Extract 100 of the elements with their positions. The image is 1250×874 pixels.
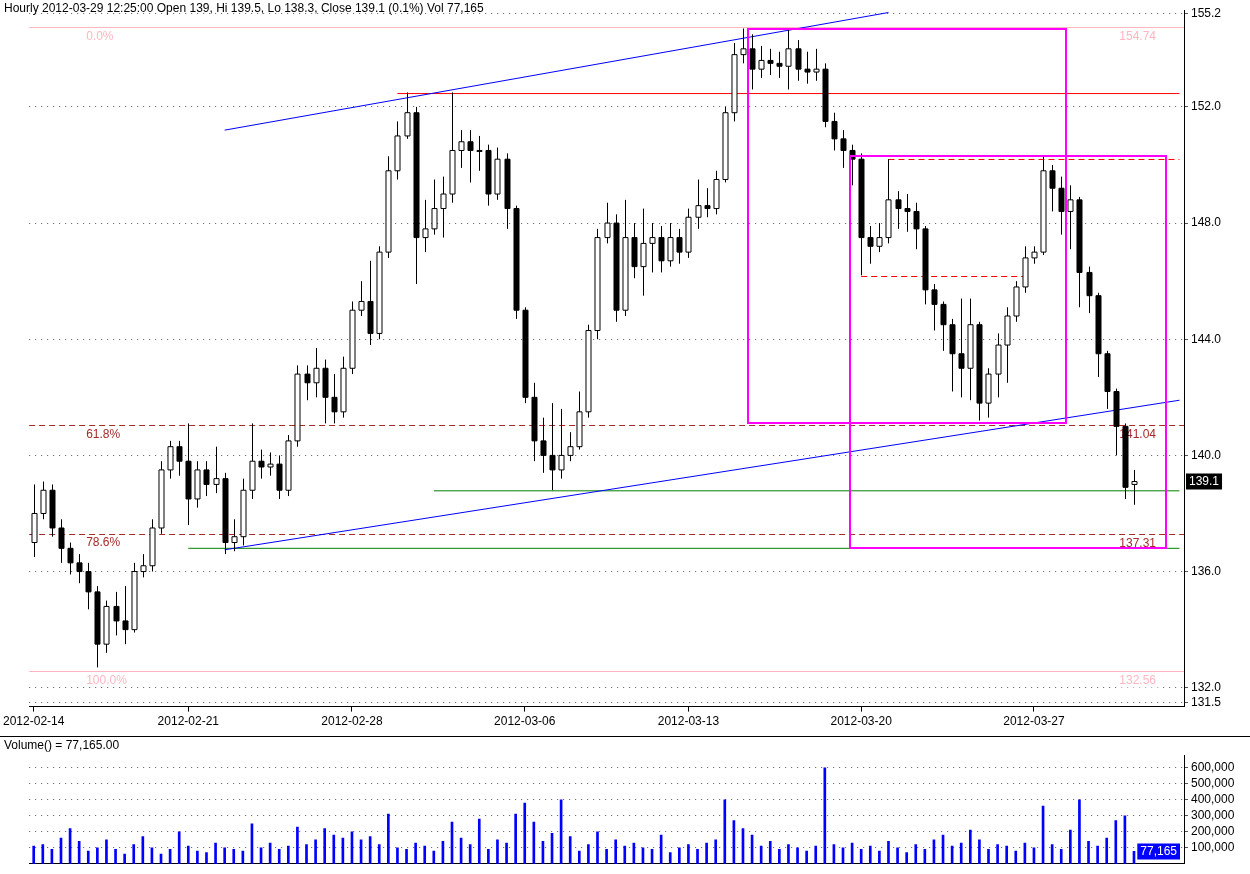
bar bbox=[323, 828, 327, 864]
annotation: 139.1 bbox=[1189, 473, 1220, 488]
ref-line-label: 154.74 bbox=[1119, 28, 1157, 43]
y-tick-label: 200,000 bbox=[1191, 824, 1235, 839]
bar bbox=[577, 850, 581, 864]
bar bbox=[123, 853, 126, 864]
bar bbox=[996, 844, 999, 864]
bar bbox=[423, 845, 427, 864]
bar bbox=[614, 839, 617, 864]
y-tick-label: 136.0 bbox=[1191, 563, 1222, 578]
bar bbox=[232, 849, 236, 864]
y-tick-label: 600,000 bbox=[1191, 760, 1235, 775]
bar bbox=[1087, 841, 1090, 864]
bar bbox=[432, 850, 436, 864]
bar bbox=[914, 844, 918, 864]
bar bbox=[1005, 845, 1009, 864]
bar bbox=[868, 845, 872, 864]
annotation: 61.8% bbox=[86, 426, 121, 441]
bar bbox=[132, 844, 136, 864]
bar bbox=[814, 845, 818, 864]
bar bbox=[896, 847, 899, 864]
bar bbox=[387, 813, 390, 864]
bar bbox=[1096, 845, 1099, 864]
y-tick-label: 500,000 bbox=[1191, 776, 1235, 791]
annotation: 78.6% bbox=[86, 534, 121, 549]
bar bbox=[696, 849, 699, 864]
bar bbox=[768, 841, 772, 864]
bar bbox=[223, 847, 226, 864]
bar bbox=[86, 850, 90, 864]
bar bbox=[105, 839, 108, 864]
bar bbox=[186, 845, 190, 864]
ref-line-label: 137.31 bbox=[1119, 535, 1157, 550]
y-tick-label: 152.0 bbox=[1191, 99, 1222, 114]
bar bbox=[714, 839, 718, 864]
bar bbox=[286, 845, 290, 864]
y-tick-label: 140.0 bbox=[1191, 447, 1222, 462]
x-tick-label: 2012-02-21 bbox=[157, 714, 220, 729]
bar bbox=[623, 845, 627, 864]
bar bbox=[723, 799, 727, 864]
y-tick-label: 144.0 bbox=[1191, 331, 1222, 346]
bar bbox=[505, 842, 508, 864]
bar bbox=[205, 852, 208, 864]
y-tick-label: 148.0 bbox=[1191, 215, 1222, 230]
bar bbox=[796, 847, 799, 864]
bar bbox=[177, 831, 181, 864]
bar bbox=[568, 836, 572, 864]
bar bbox=[587, 844, 590, 864]
bar bbox=[1014, 850, 1018, 864]
ref-line-label: 132.56 bbox=[1119, 672, 1157, 687]
chart-title: Volume() = 77,165.00 bbox=[4, 738, 120, 752]
bar bbox=[805, 850, 808, 864]
x-tick-label: 2012-03-06 bbox=[494, 714, 556, 729]
x-tick-label: 2012-03-20 bbox=[830, 714, 893, 729]
bar bbox=[468, 844, 472, 864]
bar bbox=[377, 844, 381, 864]
bar bbox=[514, 813, 517, 864]
bar bbox=[332, 834, 336, 864]
bar bbox=[878, 850, 881, 864]
bar bbox=[523, 802, 527, 864]
y-tick-label: 100,000 bbox=[1191, 840, 1235, 855]
bar bbox=[414, 842, 417, 864]
bar bbox=[77, 841, 81, 864]
bar bbox=[778, 849, 781, 864]
bar bbox=[477, 818, 481, 864]
bar bbox=[405, 849, 408, 864]
bar bbox=[678, 847, 681, 864]
annotation: 100.0% bbox=[86, 672, 128, 687]
chart-title: Hourly 2012-03-29 12:25:00 Open 139, Hi 139.5, Lo 138.3, Close 139.1 (0.1%) Vol 77,165 bbox=[4, 1, 484, 15]
x-tick-label: 2012-03-27 bbox=[1003, 714, 1065, 729]
bar bbox=[32, 845, 36, 864]
bar bbox=[487, 849, 490, 864]
y-tick-label: 132.0 bbox=[1191, 680, 1222, 695]
bar bbox=[787, 844, 790, 864]
bar bbox=[705, 842, 708, 864]
bar bbox=[1069, 829, 1072, 864]
bar bbox=[668, 852, 672, 864]
bar bbox=[596, 831, 599, 864]
y-tick-label: 300,000 bbox=[1191, 808, 1235, 823]
bar bbox=[41, 844, 45, 864]
y-tick-label: 155.2 bbox=[1191, 6, 1222, 21]
bar bbox=[978, 839, 981, 864]
bar bbox=[496, 839, 499, 864]
bar bbox=[96, 847, 99, 864]
bar bbox=[687, 844, 690, 864]
bar bbox=[114, 849, 117, 864]
x-tick-label: 2012-02-28 bbox=[321, 714, 383, 729]
bar bbox=[887, 841, 890, 864]
bar bbox=[196, 850, 199, 864]
bar bbox=[141, 836, 145, 864]
bar bbox=[1114, 820, 1118, 864]
bar bbox=[968, 829, 972, 864]
bar bbox=[305, 844, 308, 864]
x-tick-label: 2012-02-14 bbox=[3, 714, 65, 729]
bar bbox=[605, 849, 608, 864]
bar bbox=[296, 826, 299, 864]
bar bbox=[823, 767, 827, 864]
x-tick-label: 2012-03-13 bbox=[657, 714, 720, 729]
bar bbox=[1105, 837, 1109, 864]
bar bbox=[214, 842, 217, 864]
bar bbox=[905, 852, 908, 864]
